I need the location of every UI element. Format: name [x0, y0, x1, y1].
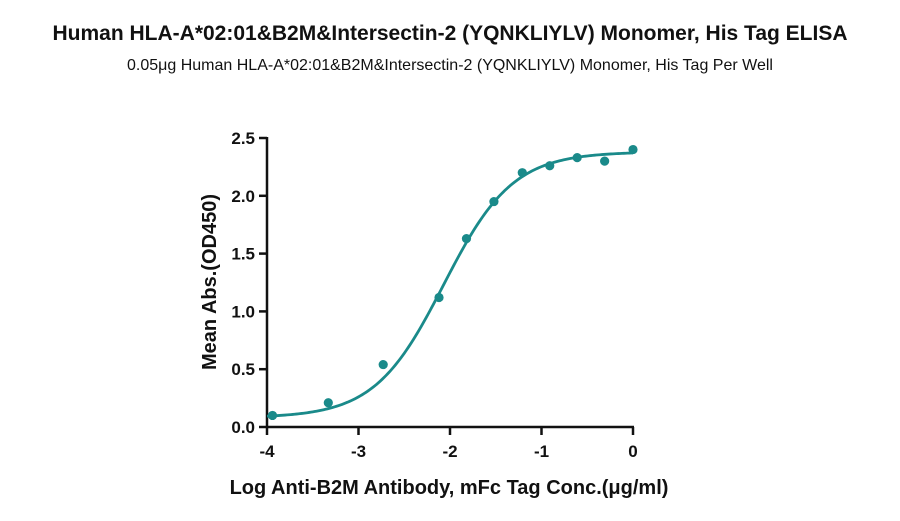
- data-point: [267, 410, 278, 421]
- fit-curve-group: [266, 151, 634, 418]
- x-tick-label: -4: [259, 442, 275, 461]
- x-tick-label: -2: [442, 442, 457, 461]
- chart-title: Human HLA-A*02:01&B2M&Intersectin-2 (YQN…: [52, 22, 848, 45]
- x-tick-label: 0: [628, 442, 637, 461]
- x-tick-label: -3: [351, 442, 366, 461]
- data-point: [461, 233, 472, 244]
- data-point: [323, 398, 333, 408]
- data-point: [600, 156, 610, 166]
- data-point: [489, 196, 499, 207]
- x-axis-title: Log Anti-B2M Antibody, mFc Tag Conc.(μg/…: [230, 477, 669, 499]
- data-point: [434, 292, 444, 303]
- data-points: [267, 144, 638, 421]
- x-tick-label: -1: [534, 442, 549, 461]
- axes: 0.0 0.5 1.0 1.5 2.0 2.5 -4 -3 -2 -1 0: [231, 129, 637, 461]
- data-point: [378, 359, 388, 370]
- y-tick-label: 0.5: [231, 360, 255, 379]
- data-point: [628, 144, 638, 155]
- chart-subtitle: 0.05μg Human HLA-A*02:01&B2M&Intersectin…: [127, 57, 773, 74]
- y-tick-label: 1.5: [231, 245, 255, 264]
- y-tick-label: 0.0: [231, 418, 255, 437]
- fit-curve: [266, 151, 634, 418]
- data-point: [545, 161, 555, 171]
- data-point: [572, 153, 582, 163]
- y-tick-label: 1.0: [231, 302, 255, 321]
- data-point: [517, 168, 527, 178]
- y-tick-label: 2.0: [231, 187, 255, 206]
- y-tick-label: 2.5: [231, 129, 255, 148]
- y-axis-title: Mean Abs.(OD450): [199, 194, 221, 370]
